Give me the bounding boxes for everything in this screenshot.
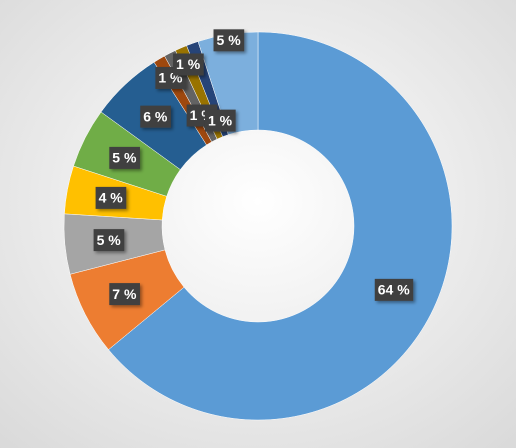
data-label: 64 %: [378, 282, 410, 298]
data-label: 4 %: [99, 190, 124, 206]
label-background: [140, 105, 171, 128]
data-label-box: 5 %: [93, 229, 125, 252]
data-label: 1 %: [208, 112, 233, 128]
data-label-box: 5 %: [109, 146, 140, 169]
data-label-box: 5 %: [213, 29, 245, 52]
data-label: 5 %: [97, 232, 122, 248]
data-label-box: 1 %: [173, 53, 204, 76]
data-label: 5 %: [112, 150, 137, 166]
data-label-box: 6 %: [140, 105, 171, 128]
data-label: 6 %: [143, 108, 168, 124]
label-background: [109, 283, 140, 306]
data-label-box: 4 %: [95, 186, 127, 209]
data-label-box: 1 %: [204, 109, 236, 132]
data-label: 7 %: [112, 286, 137, 302]
label-background: [374, 278, 414, 301]
data-label-box: 64 %: [374, 278, 414, 301]
label-background: [93, 229, 125, 252]
data-label-box: 7 %: [109, 283, 140, 306]
label-background: [173, 53, 204, 76]
data-label: 5 %: [217, 32, 242, 48]
label-background: [95, 186, 127, 209]
data-label: 1 %: [176, 56, 201, 72]
label-background: [204, 109, 236, 132]
label-background: [109, 146, 140, 169]
donut-slice: [108, 31, 453, 421]
label-background: [213, 29, 245, 52]
